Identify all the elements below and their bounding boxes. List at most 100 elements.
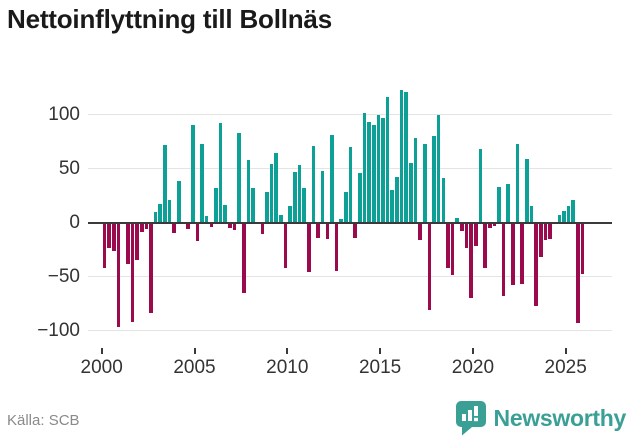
bar-positive	[432, 136, 436, 223]
bar-negative	[135, 222, 139, 261]
bar-positive	[381, 117, 385, 223]
newsworthy-brand-link[interactable]: Newsworthy	[455, 400, 627, 436]
bar-negative	[126, 222, 130, 264]
bar-negative	[209, 222, 214, 227]
bar-positive	[371, 125, 376, 223]
bar-negative	[538, 222, 543, 258]
bar-positive	[237, 132, 241, 223]
bar-positive	[455, 218, 460, 223]
gridline	[88, 330, 612, 331]
bar-positive	[163, 144, 167, 223]
bar-negative	[316, 222, 320, 238]
bar-positive	[506, 183, 511, 223]
bar-positive	[302, 187, 306, 223]
bar-positive	[214, 187, 218, 223]
bar-positive	[436, 114, 441, 223]
bar-positive	[153, 211, 158, 223]
bar-positive	[390, 190, 395, 223]
bar-negative	[334, 222, 339, 272]
bar-negative	[460, 222, 464, 232]
bar-negative	[228, 222, 232, 228]
bar-negative	[102, 222, 107, 268]
bar-negative	[325, 222, 330, 239]
x-axis-tick-mark	[471, 348, 474, 354]
bar-negative	[580, 222, 585, 275]
bar-positive	[320, 170, 325, 223]
x-axis-tick-mark	[286, 348, 289, 354]
x-axis-tick-mark	[379, 348, 382, 354]
bar-negative	[534, 222, 538, 306]
x-axis-tick-label: 2015	[358, 357, 402, 378]
y-axis-tick-label: 100	[48, 103, 80, 125]
bar-positive	[200, 143, 204, 223]
bar-negative	[353, 222, 357, 238]
bar-positive	[167, 199, 172, 223]
bar-negative	[144, 222, 149, 229]
bar-negative	[139, 222, 144, 233]
bar-negative	[446, 222, 450, 268]
bar-positive	[422, 143, 427, 223]
bar-positive	[562, 210, 566, 223]
bar-positive	[344, 192, 348, 223]
bar-negative	[232, 222, 237, 231]
newsworthy-brand-name: Newsworthy	[493, 405, 627, 431]
bar-negative	[469, 222, 473, 299]
bar-positive	[204, 216, 209, 223]
bar-positive	[441, 178, 446, 223]
bar-positive	[279, 214, 283, 223]
chart-title: Nettoinflyttning till Bollnäs	[7, 4, 332, 34]
bar-negative	[242, 222, 246, 293]
x-axis-tick-mark	[100, 348, 103, 354]
newsworthy-badge-bar-chart-icon	[455, 400, 486, 436]
bar-negative	[260, 222, 265, 235]
x-axis-tick-label: 2005	[173, 357, 216, 378]
bar-negative	[107, 222, 112, 249]
bar-negative	[450, 222, 455, 276]
bar-negative	[283, 222, 288, 268]
bar-negative	[483, 222, 487, 268]
bar-positive	[274, 153, 279, 223]
bar-negative	[520, 222, 524, 285]
y-axis-tick-label: −100	[37, 319, 80, 341]
bar-positive	[497, 186, 501, 223]
bar-positive	[218, 123, 223, 223]
bar-positive	[376, 114, 381, 223]
bar-negative	[501, 222, 506, 296]
bar-positive	[177, 181, 181, 223]
bar-negative	[116, 222, 121, 328]
bar-positive	[265, 192, 269, 223]
bar-negative	[511, 222, 515, 286]
bar-negative	[487, 222, 492, 228]
bar-negative	[427, 222, 432, 310]
bar-positive	[362, 113, 367, 223]
bar-positive	[478, 149, 483, 223]
x-axis-tick-label: 2025	[544, 357, 587, 378]
bar-positive	[251, 187, 255, 223]
bar-negative	[543, 222, 548, 240]
bar-positive	[246, 159, 251, 223]
bar-positive	[311, 145, 316, 223]
source-credit: Källa: SCB	[7, 412, 80, 429]
bar-positive	[515, 143, 520, 223]
bar-negative	[576, 222, 580, 323]
bar-negative	[548, 222, 552, 239]
bar-negative	[474, 222, 478, 247]
zero-baseline	[88, 221, 612, 224]
bar-negative	[195, 222, 200, 241]
y-axis-tick-label: 50	[58, 157, 80, 179]
x-axis-tick-mark	[564, 348, 567, 354]
bar-negative	[172, 222, 176, 234]
bar-positive	[288, 206, 292, 223]
bar-negative	[149, 222, 153, 314]
bar-negative	[492, 222, 497, 226]
bar-positive	[529, 206, 534, 223]
bar-positive	[269, 164, 274, 223]
bar-positive	[330, 135, 334, 223]
bar-negative	[130, 222, 135, 322]
bar-positive	[525, 158, 529, 223]
bar-positive	[223, 205, 228, 223]
bar-positive	[413, 138, 418, 223]
bar-negative	[464, 222, 469, 249]
